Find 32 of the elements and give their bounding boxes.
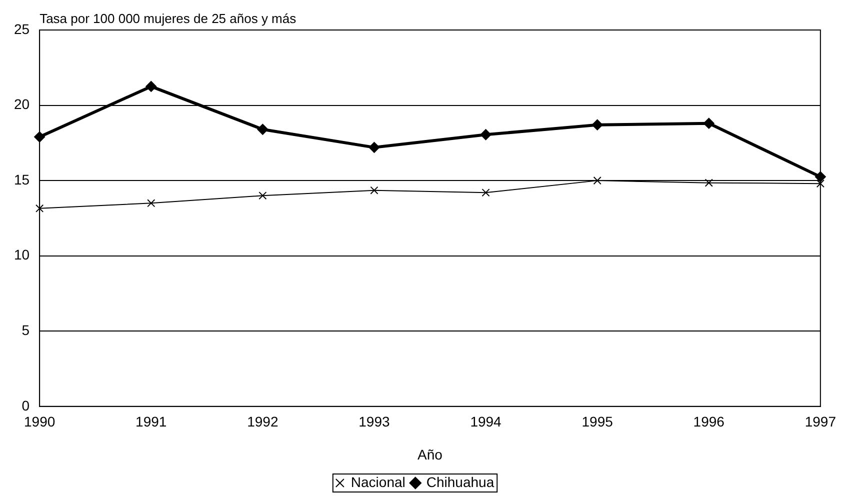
x-tick-label: 1995 — [582, 414, 614, 430]
x-tick-label: 1991 — [136, 414, 167, 430]
x-tick-label: 1993 — [358, 414, 390, 430]
y-tick-label: 20 — [14, 96, 30, 112]
point — [368, 142, 380, 153]
x-tick-label: 1996 — [693, 414, 725, 430]
point — [147, 199, 156, 208]
point — [36, 204, 44, 212]
point — [816, 180, 824, 188]
y-axis-title: Tasa por 100 000 mujeres de 25 años y más — [40, 11, 297, 26]
x-tick-label: 1997 — [804, 414, 836, 430]
x-axis-title: Año — [418, 446, 443, 462]
x-tick-label: 1990 — [24, 414, 56, 430]
x-tick-label: 1994 — [470, 414, 502, 430]
legend-label: Nacional — [350, 474, 406, 490]
point — [592, 119, 603, 130]
point — [482, 188, 490, 197]
point — [480, 129, 492, 140]
point — [257, 124, 268, 135]
y-tick-label: 15 — [14, 171, 30, 188]
y-tick-label: 25 — [14, 20, 30, 37]
point — [703, 118, 714, 129]
y-tick-label: 10 — [14, 246, 30, 263]
point — [593, 176, 602, 185]
point — [704, 178, 713, 187]
x-tick-label: 1992 — [247, 414, 278, 430]
point — [258, 192, 267, 200]
point — [370, 186, 378, 194]
legend-label: Chihuahua — [426, 474, 494, 490]
y-tick-label: 5 — [22, 322, 30, 338]
y-tick-label: 0 — [22, 397, 30, 414]
point — [146, 80, 157, 92]
